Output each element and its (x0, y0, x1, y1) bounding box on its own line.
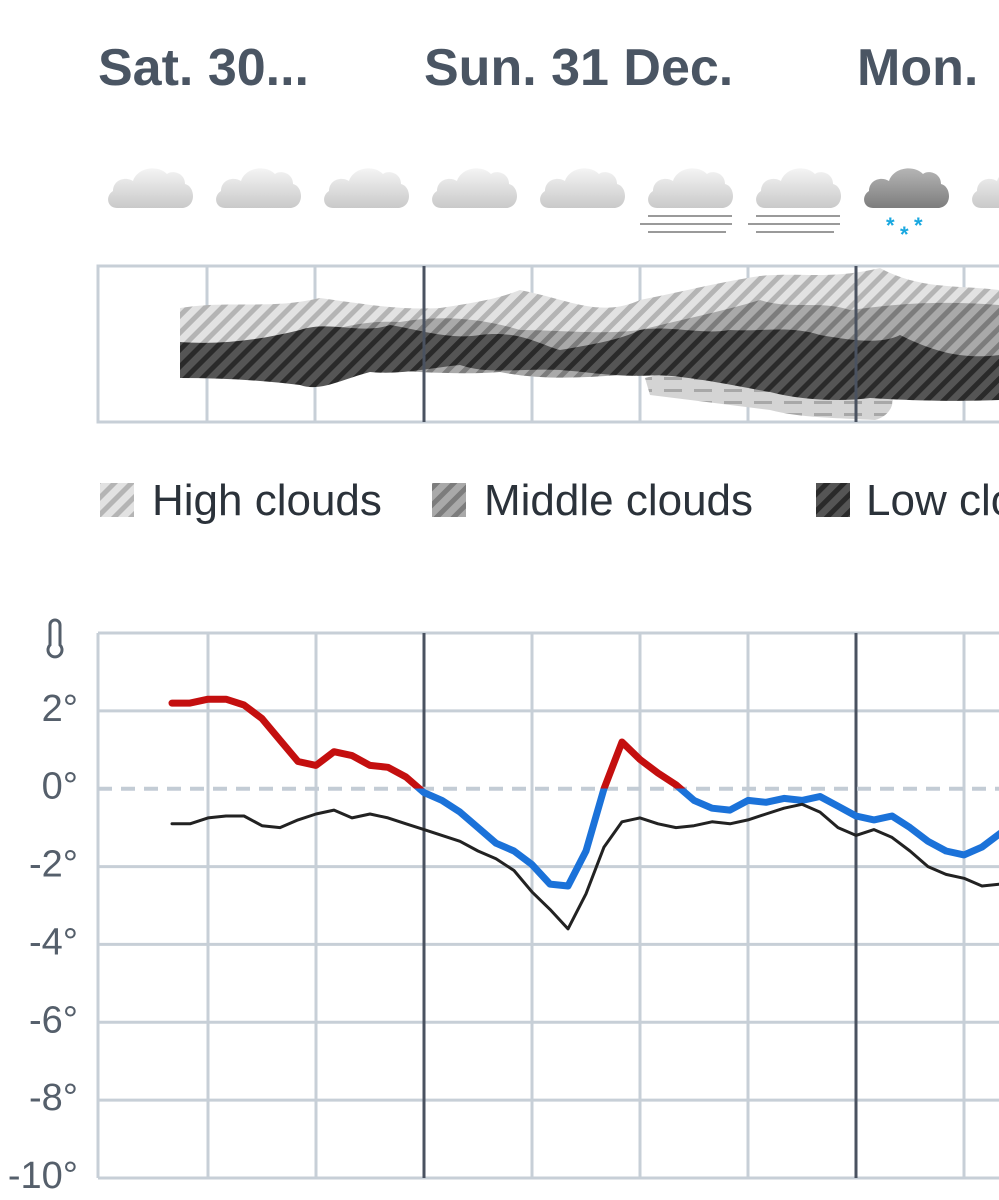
cloud-icon (540, 168, 625, 208)
y-tick-label: -6° (29, 999, 78, 1041)
legend-swatch (432, 483, 466, 517)
legend-swatch (816, 483, 850, 517)
cloud-icon (972, 168, 999, 208)
cloud-legend: High clouds Middle clouds Low clouds (100, 476, 999, 525)
cloud-layers (96, 264, 999, 424)
temperature-line (168, 695, 999, 890)
svg-text:*: * (900, 222, 909, 247)
temperature-line (170, 802, 999, 931)
svg-text:*: * (914, 213, 923, 238)
cloud-icon (432, 168, 517, 208)
y-tick-label: -4° (29, 921, 78, 963)
legend-label: Low clouds (866, 476, 999, 525)
day-title: Mon. (857, 39, 978, 97)
snowflakes: * * * (886, 213, 923, 247)
fog-icon (648, 168, 733, 208)
weather-icons: * * * (108, 168, 999, 247)
day-title: Sun. 31 Dec. (424, 39, 733, 97)
thermometer-icon (46, 618, 64, 659)
y-tick-label: -8° (29, 1077, 78, 1119)
svg-text:*: * (886, 213, 895, 238)
temperature-chart: -10° -8° -6° -4° -2° 0° 2° (8, 631, 999, 1197)
y-tick-label: -2° (29, 844, 78, 886)
snow-icon (864, 168, 949, 208)
day-title: Sat. 30... (98, 39, 309, 97)
legend-label: High clouds (152, 476, 382, 525)
cloud-icon (324, 168, 409, 208)
fog-icon (756, 168, 841, 208)
fog-lines (640, 215, 840, 233)
legend-swatch (100, 483, 134, 517)
cloud-icon (216, 168, 301, 208)
y-tick-label: 2° (42, 688, 78, 730)
y-tick-label: -10° (8, 1155, 78, 1197)
legend-label: Middle clouds (484, 476, 753, 525)
cloud-icon (108, 168, 193, 208)
y-tick-label: 0° (42, 766, 78, 808)
